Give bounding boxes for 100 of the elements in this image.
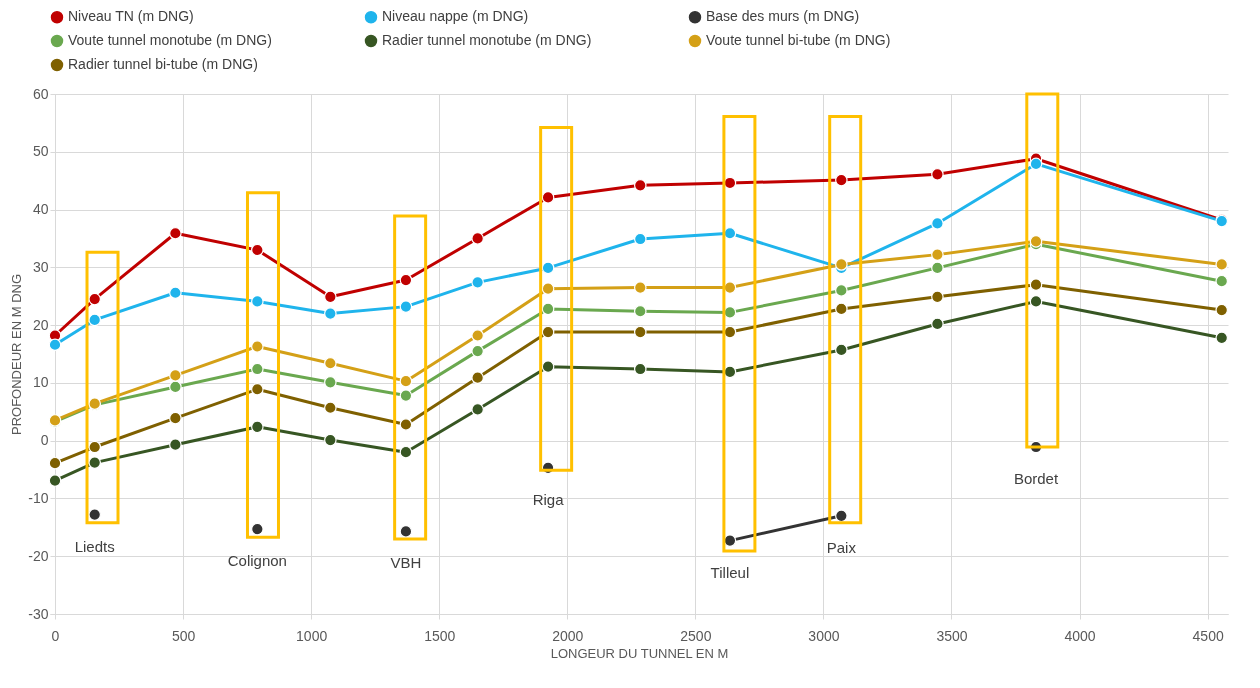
point: [251, 362, 264, 376]
legend-label: Radier tunnel bi-tube (m DNG): [68, 56, 258, 72]
bar: [85, 250, 120, 525]
point: [1215, 274, 1229, 288]
y-tick-label: 10: [32, 374, 49, 391]
point: [835, 343, 848, 357]
point: [169, 226, 182, 240]
point: [1215, 303, 1229, 317]
point: [633, 304, 647, 318]
point: [399, 445, 413, 459]
point: [88, 508, 101, 521]
point: [88, 440, 101, 454]
point: [48, 474, 62, 487]
bar: [1025, 92, 1060, 449]
x-tick-label: 1500: [424, 627, 456, 644]
point: [471, 276, 484, 289]
legend-label: Niveau TN (m DNG): [68, 8, 194, 25]
point: [835, 173, 848, 187]
x-axis-title: LONGEUR DU TUNNEL EN M: [550, 645, 729, 661]
point: [169, 438, 182, 451]
y-tick-label: -30: [28, 605, 49, 622]
point: [1215, 331, 1229, 345]
point: [1029, 157, 1043, 171]
point: [471, 232, 484, 245]
point: [471, 344, 484, 358]
point: [633, 325, 647, 339]
point: [88, 313, 101, 327]
point: [931, 261, 944, 275]
point: [251, 522, 264, 536]
point: [931, 317, 944, 331]
x-tick-label: 4500: [1192, 627, 1224, 644]
legend-label: Base des murs (m DNG): [706, 8, 860, 25]
x-tick-label: 2000: [552, 627, 584, 644]
bar: [539, 126, 574, 472]
point: [723, 325, 737, 339]
x-tick-label: 0: [51, 627, 60, 644]
point: [1029, 295, 1043, 308]
point: [251, 243, 264, 257]
point: [324, 401, 337, 415]
annotation: Colignon: [227, 552, 287, 570]
point: [1029, 278, 1043, 291]
point: [169, 286, 182, 300]
x-tick-label: 2500: [680, 627, 712, 644]
point: [399, 389, 413, 402]
annotation: Riga: [532, 490, 565, 508]
bar: [828, 115, 863, 525]
x-tick-label: 500: [171, 627, 196, 644]
point: [48, 338, 62, 352]
point: [835, 284, 848, 297]
point: [324, 356, 337, 370]
annotation: Paix: [826, 538, 857, 556]
y-tick-label: 60: [32, 85, 49, 102]
point: [169, 380, 182, 394]
point: [471, 371, 484, 384]
point: [251, 295, 264, 308]
point: [835, 302, 848, 316]
point: [541, 191, 555, 204]
x-tick-label: 3000: [808, 627, 840, 644]
point: [169, 411, 182, 425]
point: [169, 369, 182, 382]
point: [399, 374, 413, 388]
point: [324, 290, 337, 304]
point: [399, 300, 413, 313]
point: [88, 456, 101, 469]
point: [541, 325, 555, 339]
point: [471, 403, 484, 416]
point: [399, 418, 413, 431]
point: [835, 258, 848, 271]
legend-label: Voute tunnel monotube (m DNG): [68, 32, 272, 48]
point: [931, 168, 944, 181]
x-tick-label: 3500: [936, 627, 968, 644]
bar: [245, 191, 280, 539]
point: [251, 382, 264, 396]
point: [723, 306, 737, 319]
point: [324, 433, 337, 447]
point: [251, 420, 264, 434]
point: [1215, 258, 1229, 271]
legend-label: Voute tunnel bi-tube (m DNG): [706, 32, 891, 48]
y-tick-label: 20: [32, 316, 49, 333]
annotation: Bordet: [1013, 470, 1059, 488]
y-tick-label: 30: [32, 258, 49, 275]
point: [541, 360, 555, 373]
point: [633, 232, 647, 246]
point: [723, 176, 737, 190]
point: [399, 273, 413, 287]
point: [399, 525, 413, 538]
point: [931, 248, 944, 261]
y-tick-label: 0: [40, 432, 49, 449]
annotation: Tilleul: [710, 563, 750, 581]
point: [633, 281, 647, 294]
point: [723, 365, 737, 379]
x-tick-label: 4000: [1064, 627, 1096, 644]
legend-label: Niveau nappe (m DNG): [382, 8, 529, 25]
point: [541, 261, 555, 275]
point: [324, 376, 337, 389]
point: [931, 290, 944, 304]
y-tick-label: 40: [32, 201, 49, 218]
point: [633, 362, 647, 376]
point: [633, 179, 647, 192]
point: [723, 226, 737, 240]
